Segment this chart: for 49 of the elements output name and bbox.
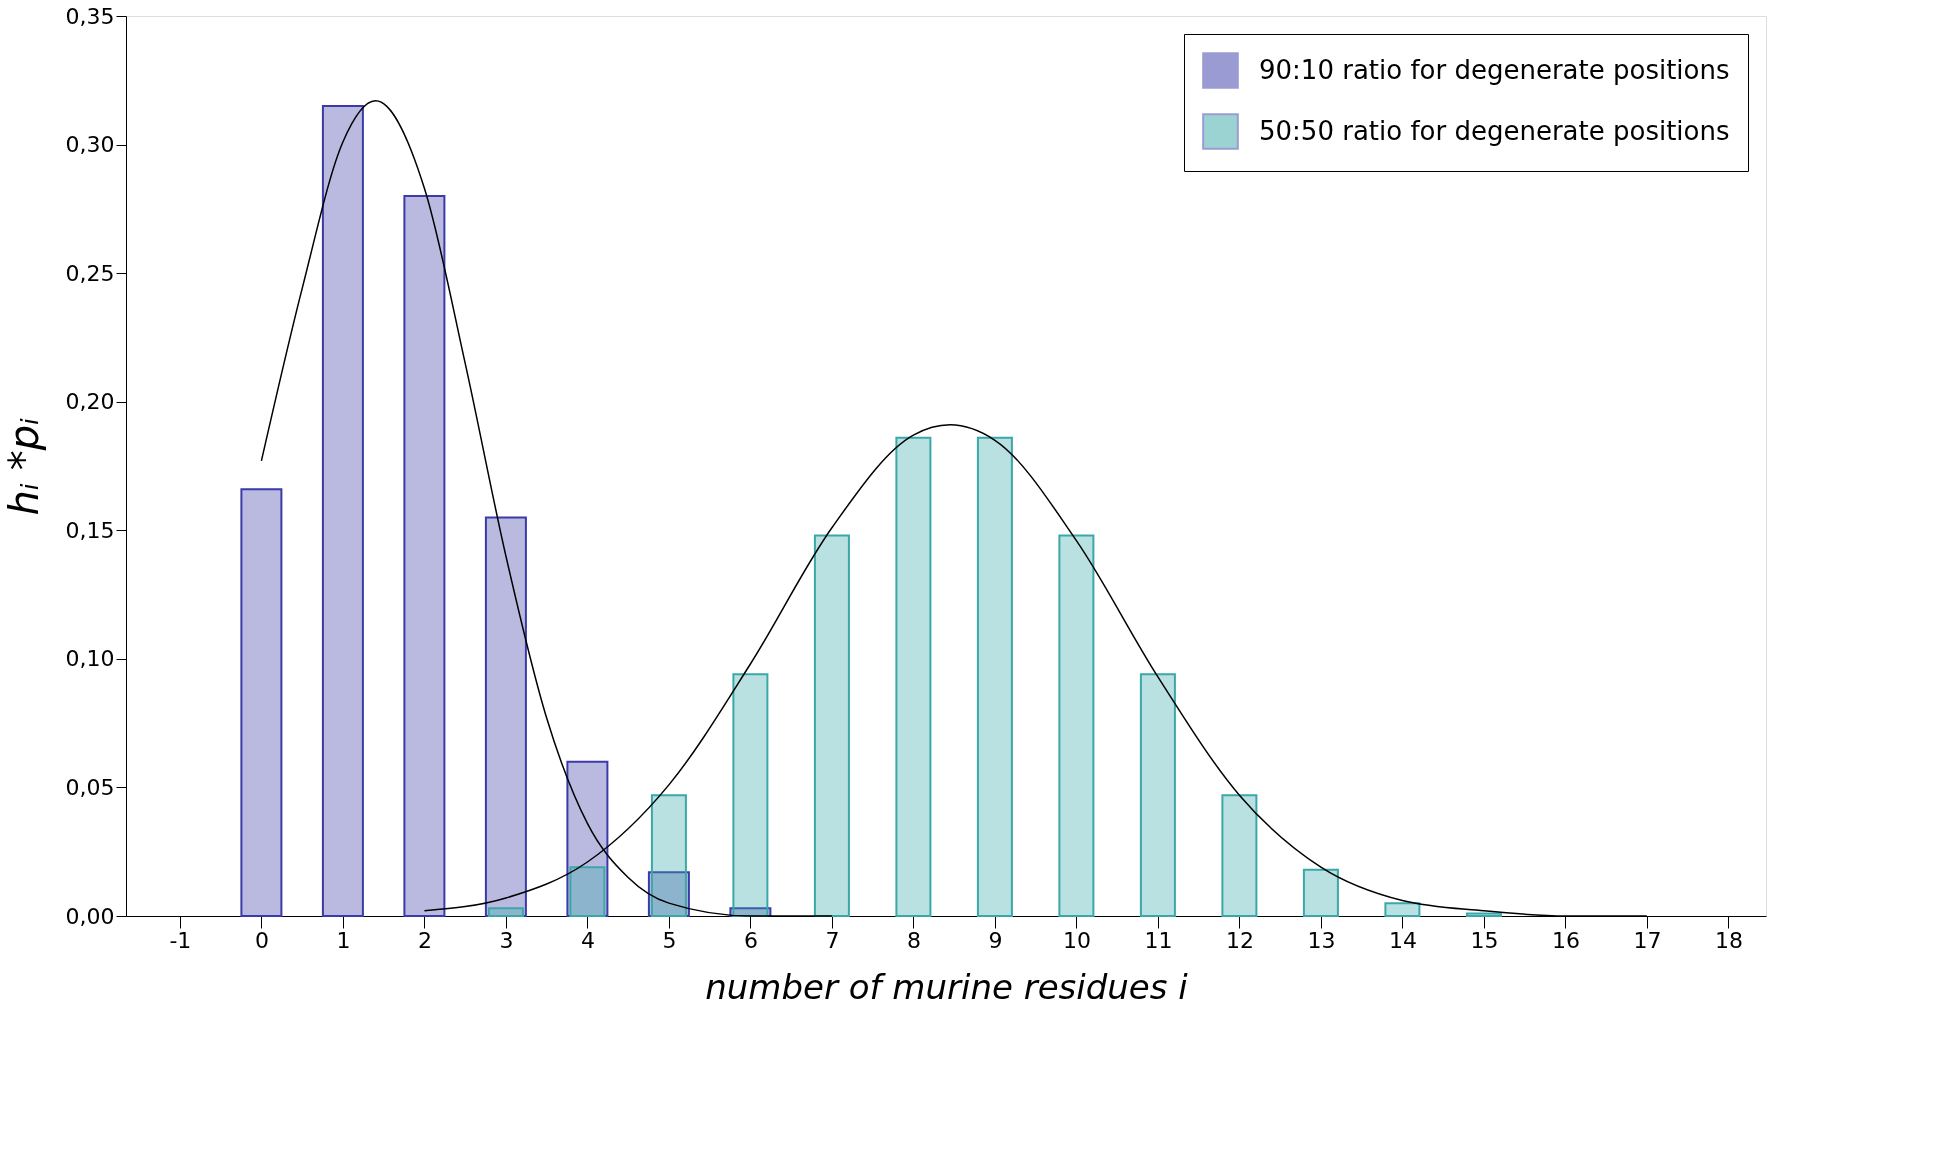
- bar: [895, 436, 932, 917]
- x-tick-label: 8: [906, 927, 921, 953]
- y-tick-label: 0,15: [65, 517, 115, 543]
- y-axis-title: hᵢ *pᵢ: [0, 417, 47, 516]
- bar: [1221, 794, 1258, 917]
- bar: [1465, 912, 1502, 917]
- x-tick-label: 5: [662, 927, 677, 953]
- bar: [240, 488, 283, 917]
- x-tick-label: 0: [254, 927, 269, 953]
- bar: [1302, 868, 1339, 917]
- y-tick-label: 0,20: [65, 389, 115, 415]
- x-tick-label: 17: [1633, 927, 1662, 953]
- bar: [1139, 673, 1176, 917]
- y-tick-label: 0,35: [65, 3, 115, 29]
- x-tick-label: 14: [1388, 927, 1417, 953]
- x-tick-label: 16: [1551, 927, 1580, 953]
- x-tick-label: 12: [1225, 927, 1254, 953]
- bar: [650, 794, 687, 917]
- y-tick-label: 0,10: [65, 646, 115, 672]
- bar: [484, 516, 527, 917]
- x-tick-label: 6: [743, 927, 758, 953]
- bar: [732, 673, 769, 917]
- bar: [321, 105, 364, 917]
- x-tick-label: 18: [1714, 927, 1743, 953]
- bar: [1058, 534, 1095, 917]
- y-tick-label: 0,30: [65, 132, 115, 158]
- y-tick-label: 0,05: [65, 774, 115, 800]
- x-tick-label: 9: [988, 927, 1003, 953]
- x-tick-label: 15: [1470, 927, 1499, 953]
- bar: [976, 436, 1013, 917]
- bar: [569, 866, 606, 917]
- x-tick-label: -1: [169, 927, 192, 953]
- x-tick-label: 2: [417, 927, 432, 953]
- bar: [403, 195, 446, 917]
- x-tick-label: 3: [499, 927, 514, 953]
- legend-label: 50:50 ratio for degenerate positions: [1259, 115, 1730, 146]
- bar: [1384, 902, 1421, 917]
- y-tick-label: 0,00: [65, 903, 115, 929]
- x-tick-label: 1: [336, 927, 351, 953]
- bar: [813, 534, 850, 917]
- x-tick-label: 13: [1307, 927, 1336, 953]
- x-axis-title: number of murine residues i: [705, 966, 1189, 1007]
- legend-label: 90:10 ratio for degenerate positions: [1259, 54, 1730, 85]
- x-tick-label: 10: [1062, 927, 1091, 953]
- x-tick-label: 7: [825, 927, 840, 953]
- y-tick-label: 0,25: [65, 260, 115, 286]
- x-tick-label: 4: [580, 927, 595, 953]
- x-tick-label: 11: [1144, 927, 1173, 953]
- bar: [487, 907, 524, 917]
